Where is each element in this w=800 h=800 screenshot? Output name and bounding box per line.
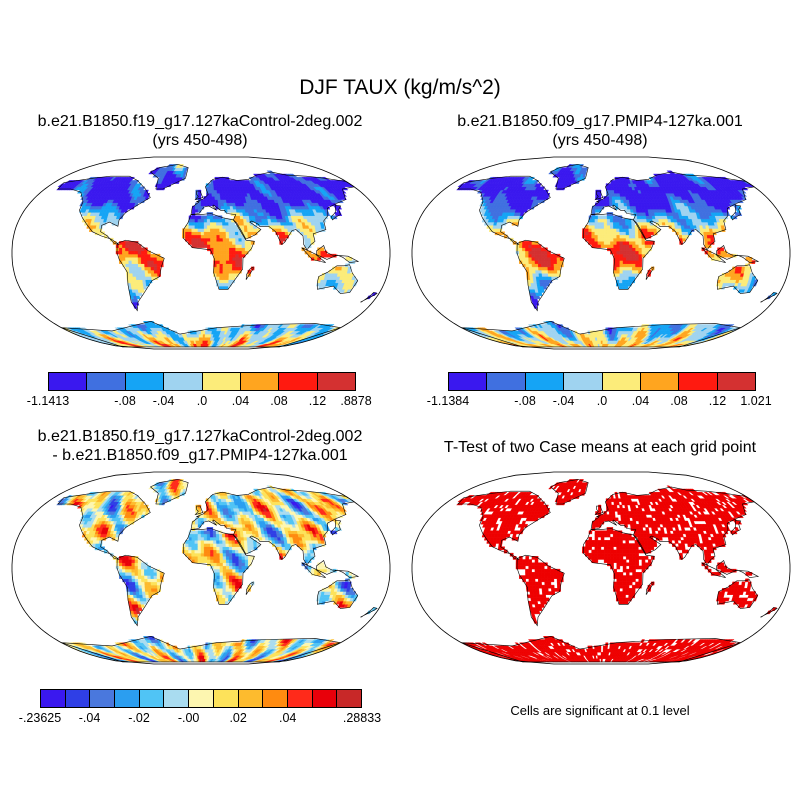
coastlines [57,164,378,348]
panel1-title: b.e21.B1850.f19_g17.127kaControl-2deg.00… [0,112,400,150]
colorbar-pmip4 [448,372,756,391]
colorbar-tick-label: .0 [596,394,608,408]
panel1-title-line2: (yrs 450-498) [152,132,248,149]
colorbar-swatch [115,690,140,707]
colorbar-swatch [317,373,355,390]
land-cells [56,479,377,663]
colorbar-tick-label: .12 [708,394,727,408]
globe-outline [411,471,791,665]
colorbar-swatch [263,690,288,707]
colorbar-swatch [202,373,241,390]
colorbar-swatch [164,373,203,390]
globe-outline [11,156,391,350]
colorbar-pmip4-ticks: -1.1384 -.08 -.04 .0 .04 .08 .12 1.021 [427,394,772,410]
panel1-title-line1: b.e21.B1850.f19_g17.127kaControl-2deg.00… [37,113,363,130]
colorbar-tick-label: .08 [270,394,288,408]
colorbar-swatch [65,690,91,707]
colorbar-swatch [164,690,190,707]
colorbar-swatch [640,373,680,390]
colorbar-tick-label: -.04 [78,711,101,725]
colorbar-tick-label: 1.021 [740,394,772,408]
colorbar-tick-label: .04 [631,394,650,408]
colorbar-swatch [213,690,239,707]
colorbar-swatch [337,690,361,707]
panel3-title: b.e21.B1850.f19_g17.127kaControl-2deg.00… [0,427,400,465]
panel2-title: b.e21.B1850.f09_g17.PMIP4-127ka.001 (yrs… [400,112,800,150]
colorbar-tick-label: -.08 [114,394,136,408]
main-title: DJF TAUX (kg/m/s^2) [299,76,501,99]
colorbar-swatch [125,373,165,390]
colorbar-control [48,372,356,391]
colorbar-swatch [240,373,280,390]
panel3-title-line1: b.e21.B1850.f19_g17.127kaControl-2deg.00… [37,428,363,445]
colorbar-tick-label: .0 [196,394,208,408]
colorbar-control-ticks: -1.1413 -.08 -.04 .0 .04 .08 .12 .8878 [27,394,372,410]
colorbar-swatch [87,373,126,390]
colorbar-difference [40,689,362,708]
colorbar-difference-ticks: -.23625 -.04 -.02 -.00 .02 .04 .28833 [19,711,381,727]
colorbar-swatch [717,373,755,390]
globe-outline [11,471,391,665]
colorbar-tick-label: .08 [670,394,688,408]
colorbar-swatch [564,373,603,390]
colorbar-tick-label: -1.1384 [426,394,470,408]
significance-note: Cells are significant at 0.1 level [510,703,690,718]
map-control [11,156,391,350]
colorbar-tick-label: .28833 [342,711,382,725]
colorbar-swatch [279,373,318,390]
colorbar-swatch [525,373,565,390]
panel2-title-line1: b.e21.B1850.f09_g17.PMIP4-127ka.001 [457,113,743,130]
land-cells [456,164,777,348]
colorbar-tick-label: .04 [278,711,297,725]
coastlines [457,164,778,348]
panel2-title-line2: (yrs 450-498) [552,132,648,149]
panel3-title-line2: - b.e21.B1850.f09_g17.PMIP4-127ka.001 [52,447,348,464]
colorbar-swatch [189,690,214,707]
colorbar-swatch [139,690,165,707]
colorbar-tick-label: -.23625 [18,711,62,725]
colorbar-tick-label: .02 [229,711,247,725]
colorbar-swatch [679,373,718,390]
colorbar-swatch [312,690,338,707]
globe-outline [411,156,791,350]
colorbar-swatch [449,373,488,390]
land-cells [456,479,777,663]
colorbar-tick-label: -.02 [128,711,150,725]
coastlines [57,479,378,663]
colorbar-tick-label: .04 [231,394,250,408]
panel4-title: T-Test of two Case means at each grid po… [400,438,800,457]
colorbar-tick-label: -.00 [177,711,200,725]
colorbar-swatch [487,373,526,390]
colorbar-tick-label: .12 [308,394,327,408]
colorbar-swatch [90,690,116,707]
colorbar-tick-label: -1.1413 [26,394,70,408]
colorbar-swatch [49,373,88,390]
colorbar-tick-label: -.04 [552,394,575,408]
colorbar-tick-label: .8878 [340,394,372,408]
colorbar-swatch [287,690,313,707]
coastlines [457,479,778,663]
colorbar-swatch [602,373,641,390]
colorbar-swatch [238,690,264,707]
panel4-title-line1: T-Test of two Case means at each grid po… [443,439,757,456]
land-cells [56,164,377,348]
colorbar-tick-label: -.04 [152,394,175,408]
colorbar-tick-label: -.08 [514,394,536,408]
map-ttest [411,471,791,665]
map-difference [11,471,391,665]
map-pmip4 [411,156,791,350]
colorbar-swatch [41,690,66,707]
